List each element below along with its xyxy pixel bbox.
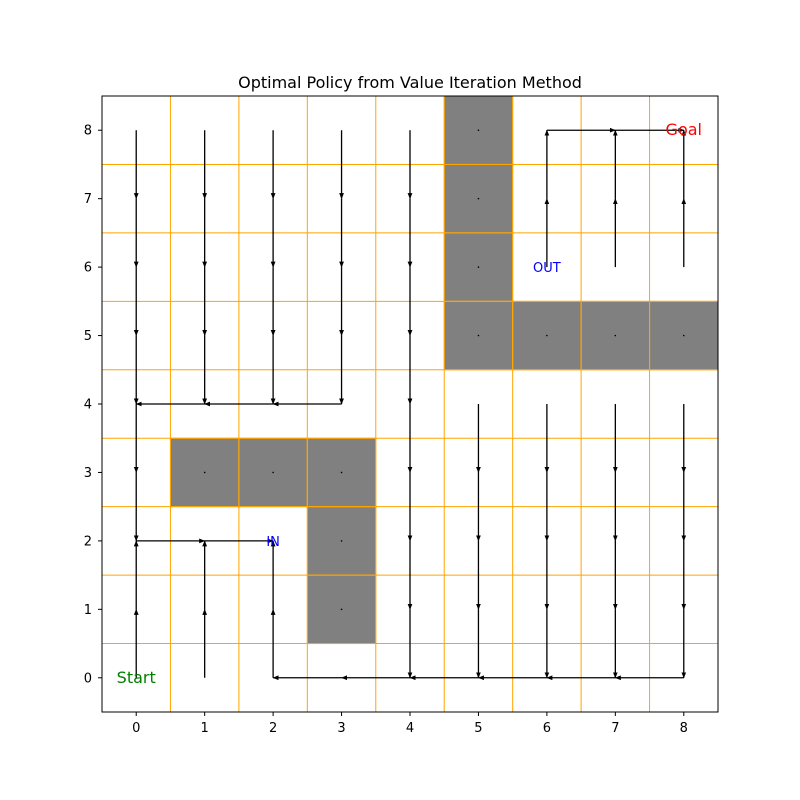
obstacle-center-dot [546,335,548,337]
x-tick-label: 3 [337,721,345,736]
x-tick-label: 7 [611,721,619,736]
obstacle-center-dot [615,335,617,337]
y-tick-label: 6 [84,261,92,276]
portal-out-label: OUT [533,261,561,276]
obstacle-center-dot [683,335,685,337]
obstacle-center-dot [341,609,343,611]
start-label: Start [117,668,156,687]
y-tick-label: 0 [84,671,92,686]
x-tick-label: 0 [132,721,140,736]
y-tick-label: 8 [84,124,92,139]
obstacle-center-dot [341,540,343,542]
obstacle-center-dot [204,472,206,474]
obstacle-center-dot [341,472,343,474]
y-tick-label: 1 [84,603,92,618]
y-tick-label: 2 [84,534,92,549]
x-tick-label: 1 [201,721,209,736]
x-tick-label: 6 [543,721,551,736]
portal-in-label: IN [266,535,280,550]
obstacle-center-dot [478,266,480,268]
x-tick-label: 8 [680,721,688,736]
chart-title: Optimal Policy from Value Iteration Meth… [238,73,582,92]
x-tick-label: 5 [474,721,482,736]
x-tick-label: 2 [269,721,277,736]
obstacle-center-dot [478,129,480,131]
y-tick-label: 4 [84,398,92,413]
x-tick-label: 4 [406,721,414,736]
obstacle-center-dot [272,472,274,474]
obstacle-center-dot [478,335,480,337]
y-tick-label: 7 [84,192,92,207]
y-tick-label: 3 [84,466,92,481]
goal-label: Goal [666,120,702,139]
y-tick-label: 5 [84,329,92,344]
obstacle-center-dot [478,198,480,200]
